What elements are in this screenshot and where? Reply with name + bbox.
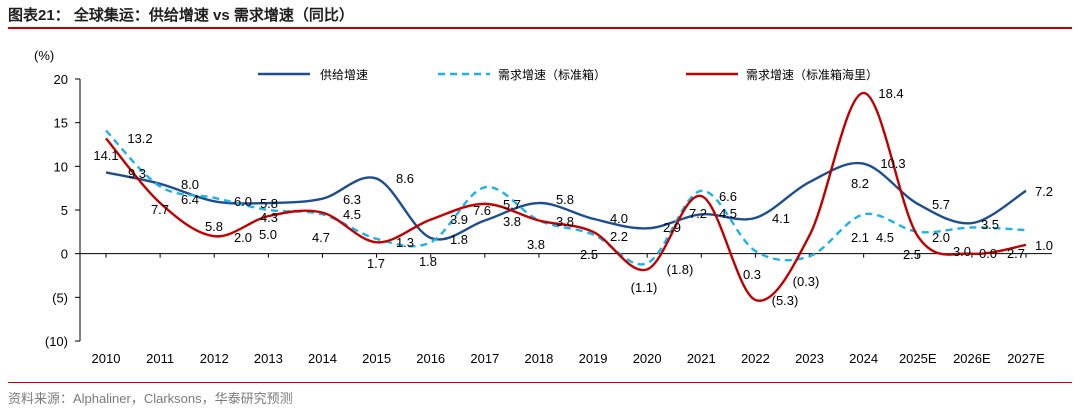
data-label: 2.7 [1007, 246, 1025, 261]
data-label: 7.6 [473, 203, 491, 218]
data-label: 3.8 [503, 214, 521, 229]
y-unit-label: (%) [34, 48, 54, 63]
x-tick-label: 2010 [92, 351, 121, 366]
x-tick-label: 2017 [470, 351, 499, 366]
data-label: 8.0 [181, 177, 199, 192]
data-label: 4.3 [260, 210, 278, 225]
data-label: (5.3) [772, 293, 799, 308]
title-divider [8, 27, 1072, 29]
data-label: 6.4 [181, 192, 199, 207]
x-tick-label: 2023 [795, 351, 824, 366]
data-label: 2.5 [903, 247, 921, 262]
y-tick-label: 15 [54, 116, 68, 131]
x-tick-label: 2022 [741, 351, 770, 366]
data-label: 8.2 [851, 176, 869, 191]
data-label: 2.5 [580, 247, 598, 262]
data-label: 4.5 [876, 230, 894, 245]
x-tick-label: 2014 [308, 351, 337, 366]
data-label: (0.3) [793, 274, 820, 289]
data-label: 2.0 [234, 230, 252, 245]
data-label: 7.2 [1035, 184, 1053, 199]
data-label: 10.3 [880, 156, 905, 171]
data-label: 0.3 [743, 267, 761, 282]
data-label: 0.0 [979, 246, 997, 261]
data-label: 1.8 [450, 232, 468, 247]
data-label: (1.1) [631, 280, 658, 295]
legend-item-demand-teu-miles: 需求增速（标准箱海里） [686, 67, 878, 82]
data-label: 4.0 [610, 211, 628, 226]
data-label: 4.7 [312, 230, 330, 245]
x-tick-label: 2020 [633, 351, 662, 366]
data-label: 7.2 [689, 206, 707, 221]
data-label: 5.0 [259, 227, 277, 242]
data-label: 18.4 [878, 86, 903, 101]
data-label: 5.7 [503, 197, 521, 212]
x-tick-label: 2016 [416, 351, 445, 366]
x-tick-label: 2013 [254, 351, 283, 366]
data-label: 6.3 [343, 192, 361, 207]
data-label: 3.8 [556, 214, 574, 229]
series-layer [105, 91, 1027, 302]
data-label: 1.3 [396, 235, 414, 250]
data-label: 1.7 [367, 256, 385, 271]
data-label: 2.0 [932, 230, 950, 245]
data-labels: 14.113.29.37.78.06.45.86.02.0 5.05.84.34.… [93, 86, 1053, 308]
y-tick-label: 10 [54, 159, 68, 174]
data-label: 2.9 [663, 220, 681, 235]
data-label: 4.1 [772, 211, 790, 226]
data-label: 7.7 [151, 202, 169, 217]
legend: 供给增速 需求增速（标准箱） 需求增速（标准箱海里） [258, 67, 878, 82]
data-label: 3.9 [450, 212, 468, 227]
data-label: 5.8 [205, 219, 223, 234]
chart-title: 图表21： 全球集运：供给增速 vs 需求增速（同比） [8, 7, 354, 24]
x-tick-label: 2024 [849, 351, 878, 366]
data-label: 6.6 [719, 189, 737, 204]
data-label: 3.5 [981, 217, 999, 232]
data-label: 2.1 [851, 230, 869, 245]
data-label: 6.0 [234, 194, 252, 209]
y-tick-label: 5 [61, 203, 68, 218]
data-label: 5.8 [556, 192, 574, 207]
x-tick-label: 2027E [1007, 351, 1045, 366]
legend-label: 供给增速 [320, 68, 368, 82]
legend-label: 需求增速（标准箱） [498, 67, 606, 82]
data-label: 3.0 [953, 244, 971, 259]
x-tick-label: 2012 [200, 351, 229, 366]
y-tick-label: (5) [52, 290, 68, 305]
data-label: 1.0 [1035, 238, 1053, 253]
y-tick-label: (10) [45, 334, 68, 349]
data-label: 2.2 [610, 229, 628, 244]
data-label: 13.2 [127, 131, 152, 146]
x-tick-label: 2025E [899, 351, 937, 366]
data-label: 9.3 [128, 166, 146, 181]
legend-item-demand-teu: 需求增速（标准箱） [438, 67, 606, 82]
data-label: 5.7 [932, 197, 950, 212]
x-tick-label: 2019 [579, 351, 608, 366]
series-demand-teu-miles-line [105, 91, 1027, 302]
data-label: 3.8 [527, 237, 545, 252]
x-tick-label: 2011 [146, 351, 174, 366]
data-label: 14.1 [93, 148, 118, 163]
data-label: 1.8 [419, 254, 437, 269]
data-label: 4.5 [719, 206, 737, 221]
x-tick-label: 2026E [953, 351, 991, 366]
data-label: 5.8 [260, 196, 278, 211]
data-label: 4.5 [343, 207, 361, 222]
data-label: 8.6 [396, 171, 414, 186]
y-tick-label: 0 [61, 247, 68, 262]
data-label: (1.8) [667, 262, 694, 277]
source-note: 资料来源：Alphaliner，Clarksons，华泰研究预测 [8, 391, 293, 406]
source-divider [8, 382, 1072, 383]
series-demand-teu-line [105, 129, 1027, 266]
x-tick-label: 2021 [687, 351, 716, 366]
legend-item-supply: 供给增速 [258, 68, 368, 82]
x-tick-label: 2018 [524, 351, 553, 366]
legend-label: 需求增速（标准箱海里） [746, 67, 878, 82]
y-tick-label: 20 [54, 72, 68, 87]
x-tick-label: 2015 [362, 351, 391, 366]
series-supply-growth-line [105, 161, 1027, 241]
